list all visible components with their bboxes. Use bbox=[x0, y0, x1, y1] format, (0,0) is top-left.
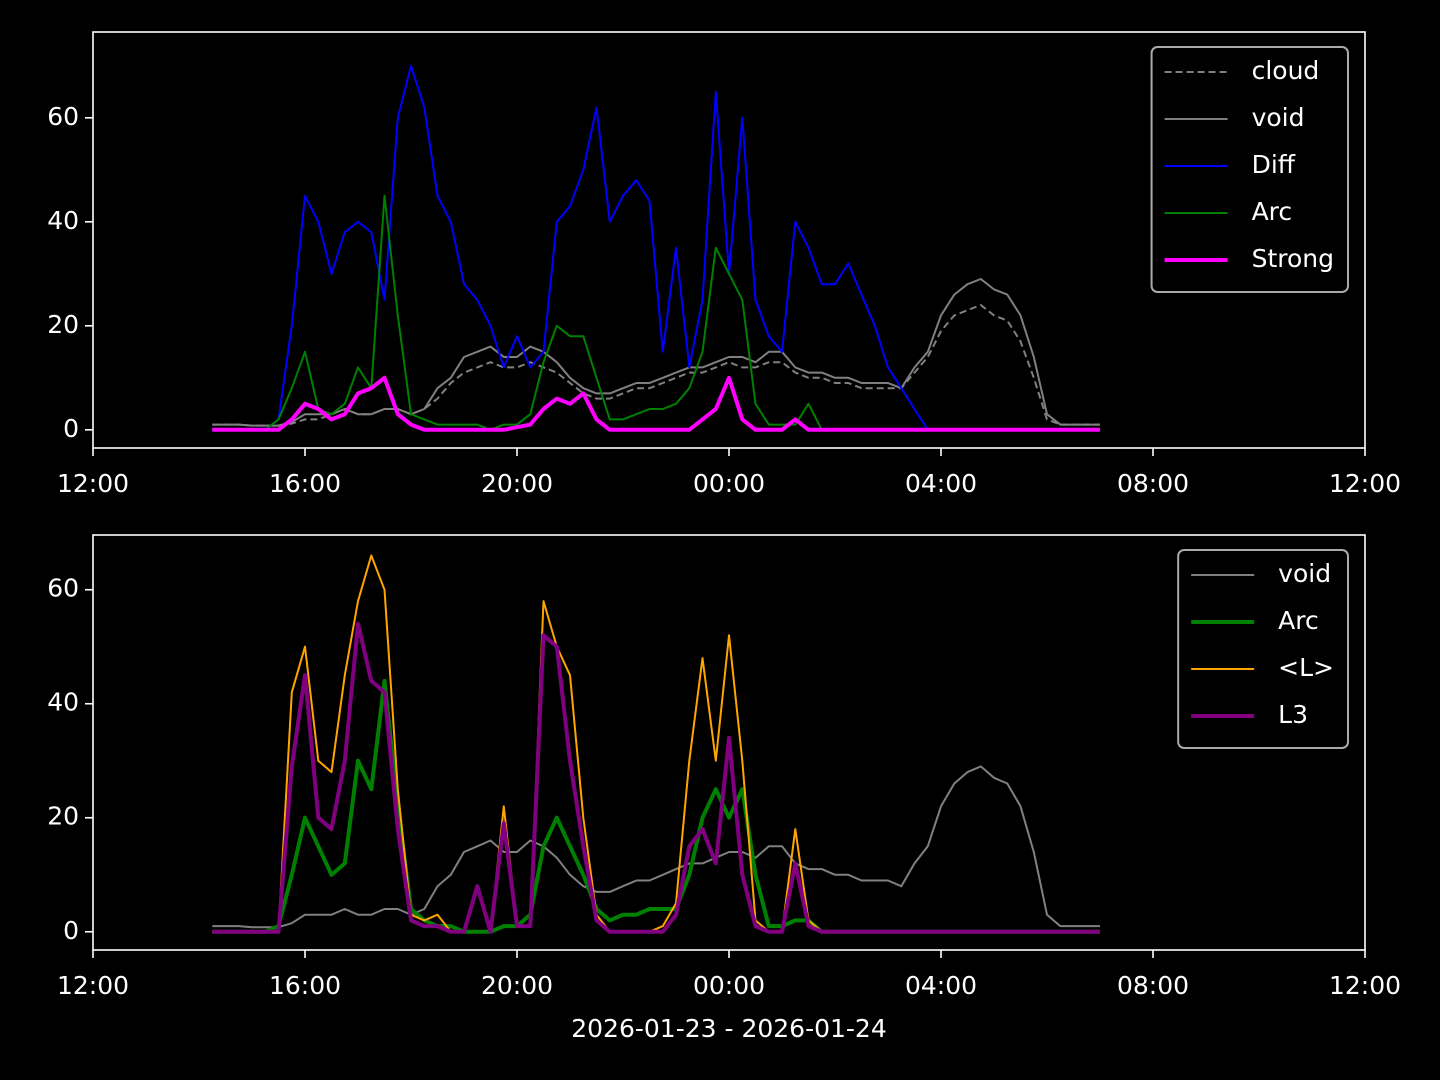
legend-label: Arc bbox=[1278, 606, 1319, 635]
x-tick-label: 12:00 bbox=[1329, 469, 1401, 498]
legend: void Arc <L> L3 bbox=[1177, 549, 1349, 749]
plot-area bbox=[212, 64, 1100, 432]
legend: cloud void Diff Arc Strong bbox=[1150, 46, 1349, 293]
x-tick-label: 00:00 bbox=[693, 469, 765, 498]
legend-label: void bbox=[1252, 103, 1305, 132]
y-tick-label: 60 bbox=[47, 102, 79, 131]
x-tick-label: 00:00 bbox=[693, 971, 765, 1000]
legend-label: Arc bbox=[1252, 197, 1293, 226]
x-tick-label: 08:00 bbox=[1117, 971, 1189, 1000]
y-tick-label: 60 bbox=[47, 574, 79, 603]
legend-label: <L> bbox=[1278, 653, 1334, 682]
series-line bbox=[212, 304, 1100, 427]
legend-label: cloud bbox=[1252, 56, 1320, 85]
series-line bbox=[212, 765, 1100, 929]
legend-frame bbox=[1150, 46, 1349, 293]
y-tick-label: 40 bbox=[47, 688, 79, 717]
y-tick-label: 20 bbox=[47, 310, 79, 339]
x-tick-label: 20:00 bbox=[481, 469, 553, 498]
series-line bbox=[212, 375, 1100, 432]
legend-label: Strong bbox=[1252, 244, 1334, 273]
x-tick-label: 04:00 bbox=[905, 469, 977, 498]
legend-frame bbox=[1177, 549, 1349, 749]
series-line bbox=[212, 621, 1100, 934]
x-tick-label: 20:00 bbox=[481, 971, 553, 1000]
plot-area bbox=[212, 554, 1100, 934]
legend-label: Diff bbox=[1252, 150, 1296, 179]
y-tick-label: 0 bbox=[63, 414, 79, 443]
y-tick-label: 20 bbox=[47, 802, 79, 831]
y-tick-label: 0 bbox=[63, 916, 79, 945]
x-tick-label: 12:00 bbox=[1329, 971, 1401, 1000]
x-tick-label: 12:00 bbox=[57, 469, 129, 498]
y-tick-label: 40 bbox=[47, 206, 79, 235]
legend-label: void bbox=[1278, 559, 1331, 588]
x-tick-label: 12:00 bbox=[57, 971, 129, 1000]
x-tick-label: 16:00 bbox=[269, 971, 341, 1000]
x-tick-label: 08:00 bbox=[1117, 469, 1189, 498]
x-tick-label: 04:00 bbox=[905, 971, 977, 1000]
x-axis-label: 2026-01-23 - 2026-01-24 bbox=[571, 1014, 887, 1043]
legend-label: L3 bbox=[1278, 700, 1308, 729]
x-tick-label: 16:00 bbox=[269, 469, 341, 498]
series-line bbox=[212, 278, 1100, 427]
